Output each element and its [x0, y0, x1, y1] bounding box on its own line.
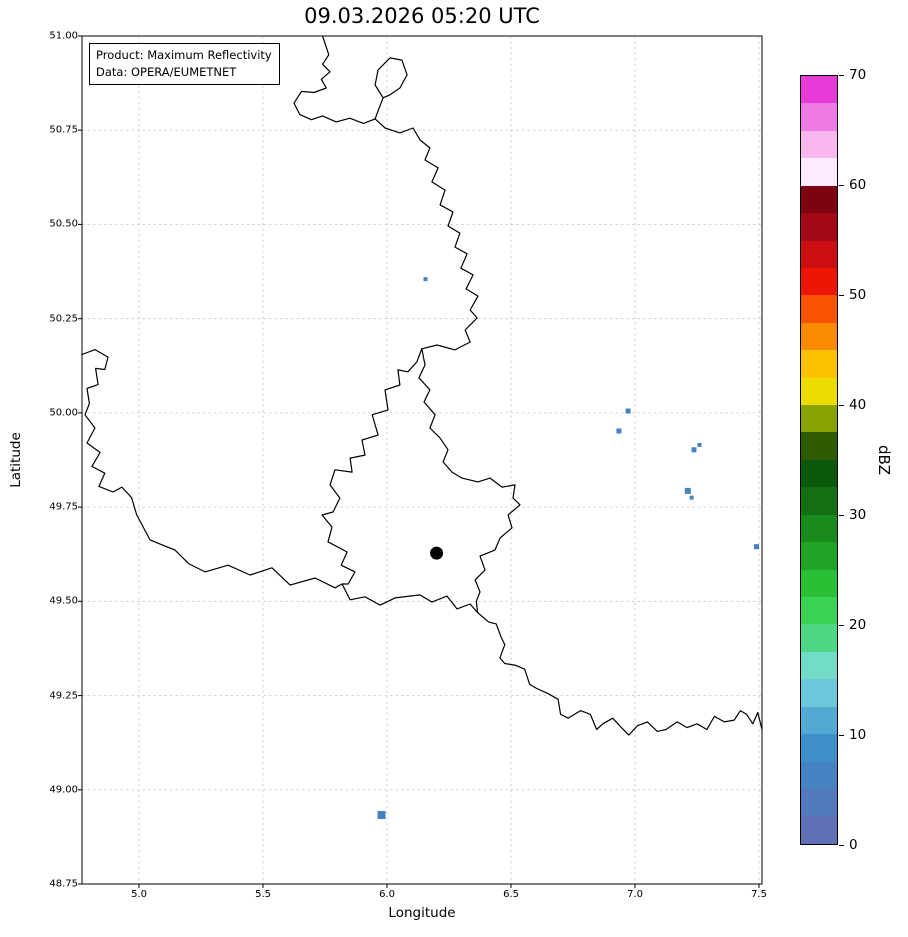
colorbar-swatch — [801, 76, 837, 104]
colorbar-swatch — [801, 405, 837, 433]
colorbar-tick-mark — [839, 404, 844, 406]
colorbar-tick-label: 20 — [849, 617, 867, 633]
y-axis-label: Latitude — [8, 432, 24, 488]
colorbar-tick-mark — [839, 184, 844, 186]
colorbar-swatch — [801, 788, 837, 817]
info-source-line: Data: OPERA/EUMETNET — [96, 64, 237, 79]
y-tick-label: 50.50 — [49, 218, 78, 230]
colorbar-swatch — [801, 213, 837, 241]
y-tick-label: 50.25 — [49, 313, 78, 325]
colorbar-tick-label: 30 — [849, 507, 867, 523]
x-tick-label: 7.0 — [627, 889, 643, 900]
colorbar-label: dBZ — [875, 444, 893, 476]
colorbar-swatch — [801, 432, 837, 460]
map-canvas — [78, 35, 763, 888]
colorbar-tick-label: 0 — [849, 837, 858, 853]
colorbar-tick-mark — [839, 74, 844, 76]
y-tick-label: 49.00 — [49, 784, 78, 796]
colorbar-swatch — [801, 734, 837, 762]
x-tick-label: 7.5 — [751, 889, 767, 900]
x-tick-label: 5.0 — [131, 889, 147, 900]
x-tick-label: 6.0 — [379, 889, 395, 900]
colorbar-tick-label: 70 — [849, 67, 867, 83]
y-tick-label: 50.00 — [49, 407, 78, 419]
y-tick-label: 50.75 — [49, 124, 78, 136]
y-tick-label: 49.50 — [49, 595, 78, 607]
colorbar-swatch — [801, 487, 837, 515]
plot-area: Product: Maximum Reflectivity Data: OPER… — [78, 35, 763, 888]
colorbar-tick-mark — [839, 734, 844, 736]
colorbar-tick-label: 50 — [849, 287, 867, 303]
colorbar-swatch — [801, 651, 837, 680]
x-tick-label: 6.5 — [503, 889, 519, 900]
colorbar-swatch — [801, 267, 837, 296]
y-tick-label: 49.25 — [49, 690, 78, 702]
colorbar-swatch — [801, 158, 837, 186]
info-product-line: Product: Maximum Reflectivity — [96, 48, 272, 62]
colorbar-tick-mark — [839, 514, 844, 516]
colorbar-swatch — [801, 706, 837, 735]
y-tick-label: 48.75 — [49, 878, 78, 890]
y-tick-label: 49.75 — [49, 501, 78, 513]
colorbar-swatch — [801, 569, 837, 598]
colorbar-swatch — [801, 542, 837, 570]
x-axis-label: Longitude — [388, 905, 456, 921]
x-tick-label: 5.5 — [255, 889, 271, 900]
colorbar-tick-mark — [839, 624, 844, 626]
colorbar-tick-mark — [839, 294, 844, 296]
colorbar-swatch — [801, 240, 837, 268]
colorbar-swatch — [801, 130, 837, 159]
colorbar-tick-label: 60 — [849, 177, 867, 193]
colorbar-swatch — [801, 185, 837, 214]
colorbar-swatch — [801, 377, 837, 406]
colorbar-swatch — [801, 679, 837, 707]
colorbar-tick-label: 40 — [849, 397, 867, 413]
colorbar-swatch — [801, 459, 837, 488]
colorbar-swatch — [801, 514, 837, 543]
colorbar-swatch — [801, 103, 837, 131]
colorbar-tick-mark — [839, 844, 844, 846]
colorbar-swatch — [801, 816, 837, 844]
colorbar — [800, 75, 838, 845]
colorbar-swatch — [801, 350, 837, 378]
colorbar-swatch — [801, 295, 837, 323]
y-tick-label: 51.00 — [49, 30, 78, 42]
colorbar-tick-label: 10 — [849, 727, 867, 743]
colorbar-swatch — [801, 322, 837, 351]
colorbar-swatch — [801, 597, 837, 625]
figure-title: 09.03.2026 05:20 UTC — [304, 4, 540, 28]
colorbar-swatch — [801, 624, 837, 652]
info-box: Product: Maximum Reflectivity Data: OPER… — [89, 43, 280, 86]
colorbar-swatch — [801, 761, 837, 789]
